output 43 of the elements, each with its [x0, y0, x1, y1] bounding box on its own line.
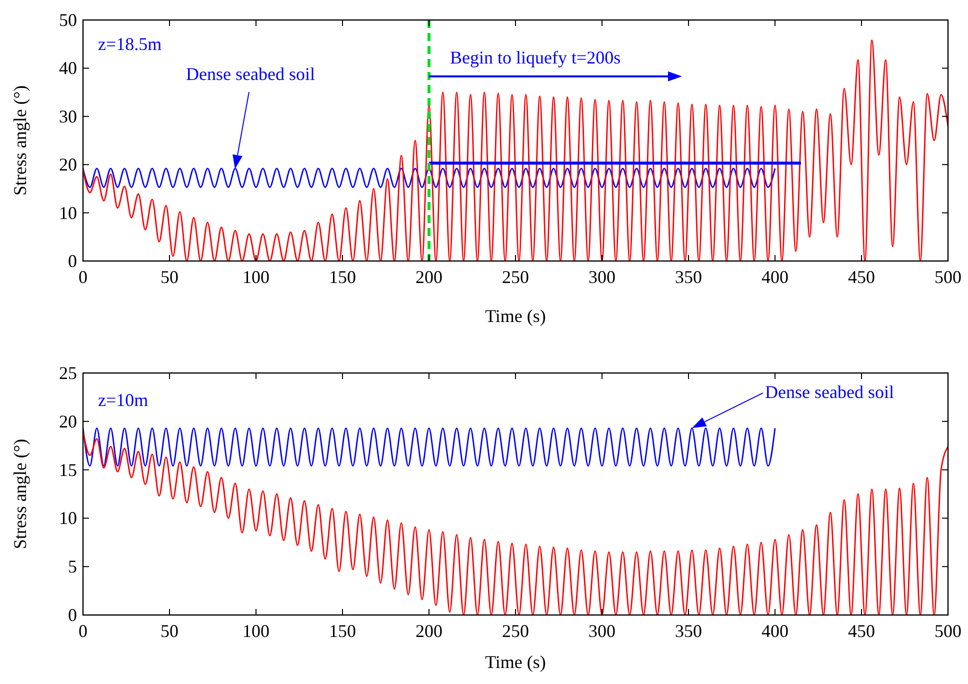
y-tick-label: 5 — [68, 556, 77, 577]
x-tick-label: 100 — [242, 267, 270, 287]
x-tick-label: 400 — [762, 621, 788, 641]
y-tick-label: 15 — [59, 460, 77, 480]
x-tick-label: 300 — [588, 621, 616, 641]
x-tick-label: 350 — [675, 621, 702, 641]
x-tick-label: 100 — [242, 621, 270, 641]
x-tick-label: 500 — [934, 267, 962, 287]
x-tick-label: 500 — [934, 621, 962, 641]
x-tick-label: 400 — [762, 267, 788, 287]
x-tick-label: 200 — [416, 267, 442, 287]
x-axis-title: Time (s) — [485, 306, 546, 326]
x-tick-label: 50 — [160, 267, 178, 287]
annotation: Dense seabed soil — [765, 382, 894, 402]
annotation: z=18.5m — [98, 34, 162, 54]
annotation: z=10m — [98, 390, 148, 410]
annotation: Begin to liquefy t=200s — [450, 47, 621, 68]
y-tick-label: 40 — [59, 58, 77, 78]
annotation: Dense seabed soil — [186, 64, 315, 84]
y-tick-label: 25 — [59, 363, 77, 383]
line-series — [83, 40, 948, 261]
line-series — [83, 430, 948, 615]
y-tick-label: 0 — [68, 605, 77, 625]
y-tick-label: 10 — [59, 202, 77, 223]
x-tick-label: 150 — [329, 621, 356, 641]
x-tick-label: 150 — [329, 267, 356, 287]
x-tick-label: 250 — [502, 621, 529, 641]
x-tick-label: 50 — [160, 621, 178, 641]
x-tick-label: 200 — [416, 621, 442, 641]
x-tick-label: 350 — [675, 267, 702, 287]
x-axis-title: Time (s) — [485, 652, 546, 672]
x-tick-label: 300 — [588, 267, 616, 287]
x-tick-label: 450 — [848, 621, 875, 641]
x-tick-label: 450 — [848, 267, 875, 287]
y-tick-label: 30 — [59, 106, 77, 126]
x-tick-label: 250 — [502, 267, 529, 287]
y-axis-title: Stress angle (°) — [10, 438, 30, 550]
y-tick-label: 20 — [59, 411, 77, 432]
y-tick-label: 0 — [68, 251, 77, 271]
y-tick-label: 10 — [59, 508, 77, 528]
y-axis-title: Stress angle (°) — [10, 85, 30, 196]
y-tick-label: 20 — [59, 154, 77, 175]
y-tick-label: 50 — [59, 10, 77, 30]
